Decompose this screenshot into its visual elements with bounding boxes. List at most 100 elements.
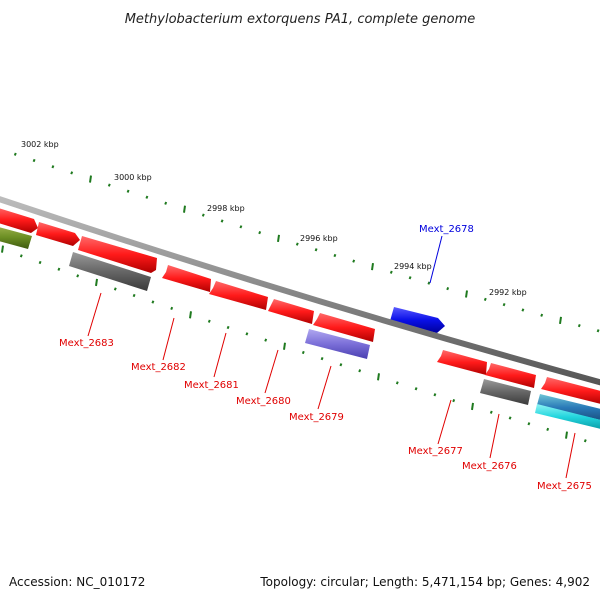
leader-line [429,235,443,284]
gene-arrow[interactable] [162,265,211,292]
minor-tick [433,393,437,397]
minor-tick [352,259,356,263]
leader-line [565,432,576,479]
tick-label: 3000 kbp [114,173,152,182]
gene-label[interactable]: Mext_2677 [408,446,463,457]
major-tick [377,373,380,381]
minor-tick [295,242,299,246]
gene-label[interactable]: Mext_2678 [419,224,474,235]
minor-tick [76,274,80,278]
minor-tick [207,319,211,323]
gene-block[interactable] [305,329,370,359]
minor-tick [489,410,493,414]
gene-arrow[interactable] [390,307,445,333]
minor-tick [220,219,224,223]
gene-arrow[interactable] [541,377,600,405]
minor-tick [170,306,174,311]
accession-text: Accession: NC_010172 [9,575,145,589]
tick-label: 2992 kbp [489,288,527,297]
minor-tick [502,303,506,307]
gene-label[interactable]: Mext_2675 [537,481,592,492]
minor-tick [427,281,431,285]
minor-tick [57,267,61,271]
major-tick [371,263,374,271]
minor-tick [577,323,581,328]
gene-label[interactable]: Mext_2680 [236,396,291,407]
gene-label[interactable]: Mext_2676 [462,461,517,472]
leader-line [264,349,279,394]
major-tick [1,245,4,253]
minor-tick [107,183,111,187]
map-title: Methylobacterium extorquens PA1, complet… [125,12,476,27]
genome-backbone [0,196,600,386]
major-tick [283,342,286,350]
minor-tick [13,152,17,156]
minor-tick [70,171,74,175]
leader-line [162,317,175,361]
minor-tick [395,381,399,385]
leader-line [213,332,227,378]
minor-tick [527,422,531,426]
minor-tick [239,225,243,229]
gene-block[interactable] [535,404,600,430]
minor-tick [546,427,550,432]
minor-tick [452,398,456,403]
minor-tick [320,356,324,361]
tick-labels: 3002 kbp 3000 kbp 2998 kbp 2996 kbp 2994… [21,140,527,297]
tick-label: 3002 kbp [21,140,59,149]
forward-strand [0,207,445,333]
gene-block[interactable] [0,226,32,249]
gene-arrow[interactable] [485,363,536,388]
gene-label[interactable]: Mext_2679 [289,412,344,423]
leader-line [317,365,332,410]
minor-tick [389,270,393,274]
gene-labels: Mext_2683 Mext_2682 Mext_2681 Mext_2680 … [59,224,592,492]
outer-tick-ring [13,152,600,333]
gene-block[interactable] [537,394,600,421]
minor-tick [151,300,155,304]
gene-arrow[interactable] [36,222,80,246]
major-tick [471,402,474,411]
gene-arrow[interactable] [437,350,487,375]
minor-tick [258,230,262,235]
leader-line [87,292,102,337]
major-tick [565,431,568,439]
minor-tick [201,213,205,217]
minor-tick [414,387,418,391]
leader-line [489,413,500,459]
gene-label[interactable]: Mext_2683 [59,338,114,349]
minor-tick [51,165,55,169]
minor-tick [583,439,587,443]
tick-label: 2996 kbp [300,234,338,243]
gene-block[interactable] [480,379,531,405]
major-tick [465,290,468,298]
minor-tick [483,297,487,301]
major-tick [559,316,562,325]
label-leaders [87,235,576,479]
gene-arrow[interactable] [209,281,268,310]
minor-tick [521,308,525,312]
gene-label[interactable]: Mext_2681 [184,380,239,391]
minor-tick [339,363,343,367]
major-tick [183,205,186,213]
major-tick [189,311,192,319]
gene-arrow[interactable] [313,313,375,342]
gene-label[interactable]: Mext_2682 [131,362,186,373]
gene-block[interactable] [69,252,151,291]
minor-tick [314,248,318,252]
major-tick [277,234,280,243]
major-tick [89,175,92,183]
gene-arrow[interactable] [0,207,38,233]
major-tick [95,278,98,287]
gene-arrow[interactable] [268,299,314,324]
minor-tick [540,313,544,317]
minor-tick [164,201,168,205]
minor-tick [301,350,305,355]
minor-tick [132,293,136,298]
gene-arrow[interactable] [78,236,157,273]
minor-tick [245,332,249,336]
minor-tick [596,329,600,333]
minor-tick [19,254,23,258]
minor-tick [264,338,268,342]
